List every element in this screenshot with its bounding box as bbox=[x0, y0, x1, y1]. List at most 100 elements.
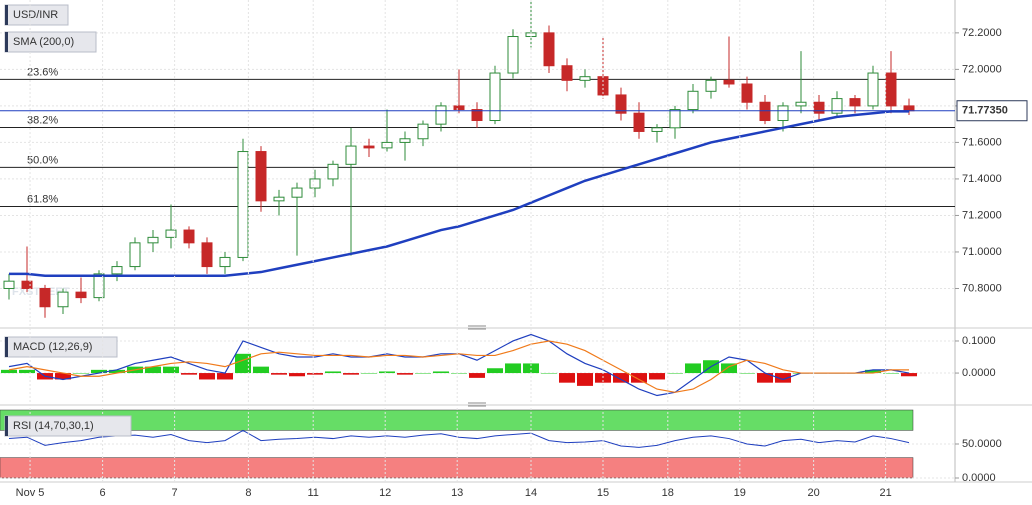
candle-body bbox=[345, 145, 357, 165]
histogram-bar bbox=[397, 373, 413, 375]
histogram-bar bbox=[163, 366, 179, 374]
candle-body bbox=[813, 101, 825, 114]
x-tick-label: 18 bbox=[662, 487, 674, 499]
fib-label: 50.0% bbox=[27, 154, 58, 166]
histogram-bar bbox=[271, 373, 287, 375]
x-tick-label: 6 bbox=[100, 487, 106, 499]
x-tick-label: 19 bbox=[734, 487, 746, 499]
legend-label: USD/INR bbox=[13, 9, 58, 21]
y-tick-label: 50.0000 bbox=[962, 438, 1002, 450]
histogram-bar bbox=[487, 368, 503, 374]
histogram-bar bbox=[307, 373, 323, 375]
sma-line bbox=[9, 110, 909, 277]
candle-body bbox=[399, 138, 411, 143]
candle-body bbox=[633, 112, 645, 132]
candle-body bbox=[543, 32, 555, 67]
candle-body bbox=[435, 105, 447, 125]
histogram-bar bbox=[883, 373, 899, 374]
rsi-band bbox=[0, 409, 914, 431]
histogram-bar bbox=[739, 373, 755, 374]
candle-body bbox=[363, 145, 375, 149]
candle-body bbox=[165, 229, 177, 238]
candle-body bbox=[615, 94, 627, 114]
rsi-line bbox=[8, 429, 910, 448]
histogram-bar bbox=[541, 373, 557, 374]
x-tick-label: 21 bbox=[879, 487, 891, 499]
histogram-bar bbox=[181, 373, 197, 375]
histogram-bar bbox=[379, 371, 395, 374]
candle-body bbox=[777, 105, 789, 122]
y-tick-label: 72.0000 bbox=[962, 63, 1002, 75]
x-tick-label: 15 bbox=[597, 487, 609, 499]
y-tick-label: 71.0000 bbox=[962, 246, 1002, 258]
histogram-bar bbox=[775, 373, 791, 383]
candle-body bbox=[3, 280, 15, 289]
histogram-bar bbox=[361, 373, 377, 374]
candle-body bbox=[705, 79, 717, 92]
histogram-bar bbox=[73, 373, 89, 374]
macd-line bbox=[8, 340, 909, 393]
y-tick-label: 0.1000 bbox=[962, 335, 996, 347]
candle-body bbox=[21, 280, 33, 289]
histogram-bar bbox=[217, 373, 233, 380]
candle-body bbox=[471, 109, 483, 122]
y-tick-label: 71.2000 bbox=[962, 209, 1002, 221]
histogram-bar bbox=[55, 373, 71, 380]
candle-body bbox=[291, 187, 303, 198]
legend-label: SMA (200,0) bbox=[13, 36, 74, 48]
candle-body bbox=[417, 123, 429, 140]
x-tick-label: 12 bbox=[379, 487, 391, 499]
y-tick-label: 71.4000 bbox=[962, 173, 1002, 185]
y-tick-label: 72.2000 bbox=[962, 27, 1002, 39]
rsi-band bbox=[0, 457, 914, 479]
candle-body bbox=[309, 178, 321, 189]
grip[interactable] bbox=[468, 402, 486, 407]
last-price-label: 71.77350 bbox=[962, 105, 1008, 117]
histogram-bar bbox=[415, 373, 431, 374]
fib-label: 61.8% bbox=[27, 193, 58, 205]
last-price-box bbox=[956, 100, 1028, 122]
candle-body bbox=[507, 36, 519, 74]
candle-body bbox=[273, 196, 285, 202]
candle-body bbox=[57, 291, 69, 308]
candle-body bbox=[381, 141, 393, 149]
candle-body bbox=[147, 236, 159, 244]
candle-body bbox=[651, 127, 663, 132]
y-tick-label: 70.8000 bbox=[962, 282, 1002, 294]
candle-body bbox=[795, 101, 807, 107]
histogram-bar bbox=[343, 373, 359, 375]
histogram-bar bbox=[145, 366, 161, 374]
candle-body bbox=[687, 90, 699, 111]
x-tick-label: 7 bbox=[172, 487, 178, 499]
legend-accent bbox=[5, 5, 8, 25]
histogram-bar bbox=[199, 373, 215, 380]
candle-body bbox=[327, 163, 339, 180]
legend-accent bbox=[5, 337, 8, 357]
histogram-bar bbox=[451, 373, 467, 374]
y-tick-label: 0.0000 bbox=[962, 472, 996, 484]
candle-body bbox=[129, 242, 141, 268]
candle-body bbox=[831, 98, 843, 114]
histogram-bar bbox=[901, 373, 917, 377]
legend-accent bbox=[5, 32, 8, 52]
histogram-bar bbox=[631, 373, 647, 383]
candle-body bbox=[201, 242, 213, 268]
legend-label: RSI (14,70,30,1) bbox=[13, 420, 94, 432]
candle-body bbox=[759, 101, 771, 122]
fib-label: 23.6% bbox=[27, 66, 58, 78]
histogram-bar bbox=[19, 369, 35, 374]
histogram-bar bbox=[865, 369, 881, 374]
histogram-bar bbox=[577, 373, 593, 386]
histogram-bar bbox=[469, 373, 485, 378]
histogram-bar bbox=[253, 366, 269, 374]
histogram-bar bbox=[91, 369, 107, 374]
candle-body bbox=[237, 151, 249, 258]
candle-body bbox=[849, 98, 861, 107]
candle-body bbox=[219, 256, 231, 268]
grip[interactable] bbox=[468, 325, 486, 330]
x-tick-label: 8 bbox=[245, 487, 251, 499]
candle-body bbox=[183, 229, 195, 244]
histogram-bar bbox=[289, 373, 305, 377]
histogram-bar bbox=[613, 373, 629, 383]
